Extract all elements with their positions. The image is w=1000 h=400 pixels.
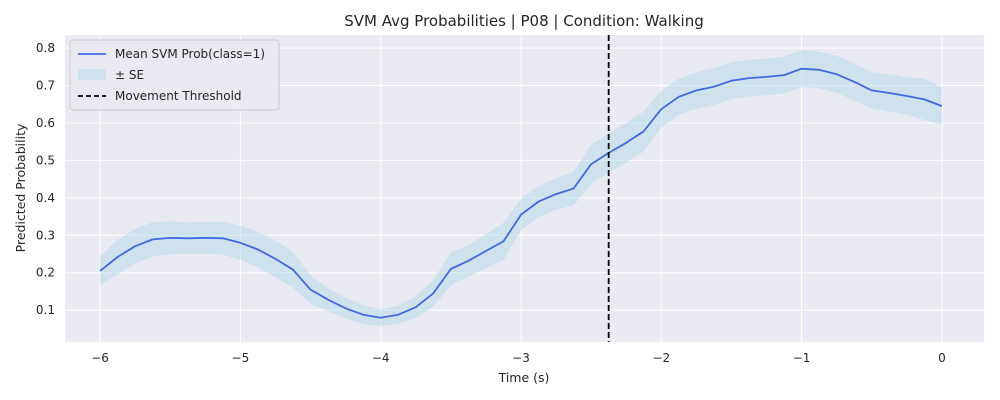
y-tick-label: 0.7: [36, 79, 55, 93]
x-axis-label: Time (s): [498, 370, 550, 385]
grid-lines: [65, 35, 984, 342]
x-axis-ticks: −6 −5 −4 −3 −2 −1 0: [91, 351, 946, 365]
legend: Mean SVM Prob(class=1) ± SE Movement Thr…: [69, 39, 280, 111]
y-tick-label: 0.6: [36, 116, 55, 130]
x-tick-label: −3: [512, 351, 530, 365]
y-tick-label: 0.3: [36, 228, 55, 242]
x-tick-label: −5: [232, 351, 250, 365]
y-axis-label: Predicted Probability: [13, 123, 28, 252]
se-band-layer: [100, 50, 942, 326]
mean-line: [99, 67, 943, 319]
chart-title: SVM Avg Probabilities | P08 | Condition:…: [344, 12, 704, 30]
mean-line-layer: [99, 67, 943, 319]
legend-box: [69, 39, 280, 111]
y-tick-label: 0.2: [36, 266, 55, 280]
y-tick-label: 0.5: [36, 153, 55, 167]
y-tick-label: 0.4: [36, 191, 55, 205]
se-band: [100, 50, 942, 326]
x-tick-label: −4: [372, 351, 390, 365]
x-tick-label: 0: [938, 351, 946, 365]
x-tick-label: −1: [793, 351, 811, 365]
x-tick-label: −6: [91, 351, 109, 365]
legend-threshold-label: Movement Threshold: [115, 89, 242, 103]
y-tick-label: 0.1: [36, 303, 55, 317]
y-axis-ticks: 0.1 0.2 0.3 0.4 0.5 0.6 0.7 0.8: [36, 41, 55, 317]
legend-se-swatch: [78, 69, 106, 80]
legend-mean-label: Mean SVM Prob(class=1): [115, 47, 265, 61]
y-tick-label: 0.8: [36, 41, 55, 55]
legend-se-label: ± SE: [115, 68, 144, 82]
x-tick-label: −2: [652, 351, 670, 365]
